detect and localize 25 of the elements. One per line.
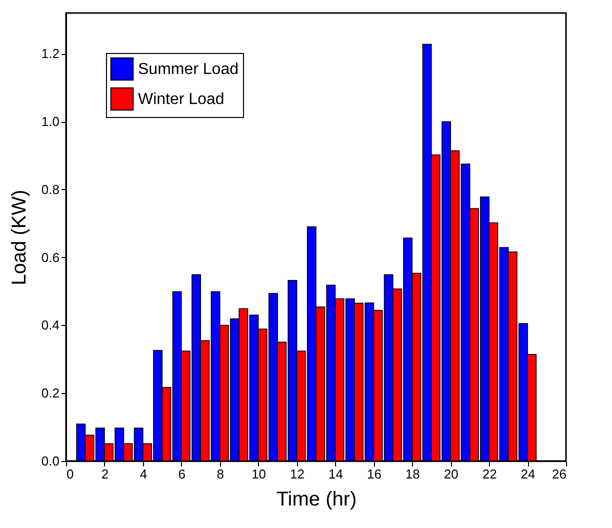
y-tick-label: 1.0 xyxy=(41,114,60,130)
y-tick-label: 0.2 xyxy=(41,386,60,401)
x-tick-label: 4 xyxy=(140,466,148,482)
x-tick-label: 16 xyxy=(366,466,382,482)
y-tick-label: 0.8 xyxy=(41,182,60,197)
legend-label: Summer Load xyxy=(138,61,238,78)
x-tick-label: 6 xyxy=(178,466,186,482)
y-tick-label: 0.6 xyxy=(41,250,60,265)
x-tick-label: 8 xyxy=(216,466,224,482)
x-tick-label: 20 xyxy=(444,466,458,482)
x-tick-label: 24 xyxy=(520,466,536,482)
x-tick-label: 26 xyxy=(552,466,566,482)
x-tick-label: 0 xyxy=(66,466,74,482)
x-tick-label: 2 xyxy=(101,466,109,482)
x-tick-label: 14 xyxy=(328,466,343,482)
y-tick-label: 0.0 xyxy=(41,454,60,468)
x-tick-label: 22 xyxy=(482,466,497,482)
x-axis-title: Time (hr) xyxy=(276,488,357,510)
legend-label: Winter Load xyxy=(138,91,224,108)
y-tick-label: 1.2 xyxy=(41,46,60,62)
y-tick-label: 0.4 xyxy=(41,318,60,333)
x-tick-label: 18 xyxy=(405,466,420,482)
x-tick-label: 12 xyxy=(290,466,305,482)
x-tick-label: 10 xyxy=(252,466,266,482)
y-axis-title: Load (KW) xyxy=(8,190,30,286)
